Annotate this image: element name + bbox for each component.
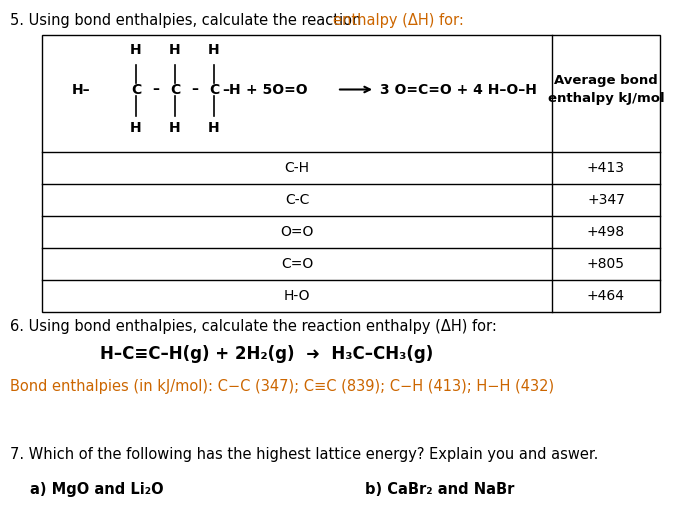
Text: 7. Which of the following has the highest lattice energy? Explain you and aswer.: 7. Which of the following has the highes… [10, 447, 598, 462]
Text: H: H [208, 44, 220, 57]
Text: H: H [130, 122, 142, 135]
Text: a) MgO and Li₂O: a) MgO and Li₂O [30, 482, 164, 497]
Text: –: – [152, 83, 159, 96]
Text: enthalpy (ΔH) for:: enthalpy (ΔH) for: [333, 13, 464, 28]
Text: –: – [191, 83, 198, 96]
Text: 6. Using bond enthalpies, calculate the reaction enthalpy (ΔH) for:: 6. Using bond enthalpies, calculate the … [10, 319, 497, 334]
Text: Bond enthalpies (in kJ/mol): C−C (347); C≡C (839); C−H (413); H−H (432): Bond enthalpies (in kJ/mol): C−C (347); … [10, 379, 554, 394]
Text: Average bond
enthalpy kJ/mol: Average bond enthalpy kJ/mol [548, 74, 664, 105]
Text: +347: +347 [587, 193, 625, 207]
Text: –H: –H [222, 83, 241, 96]
Bar [42, 35, 660, 312]
Text: H: H [208, 122, 220, 135]
Text: 5. Using bond enthalpies, calculate the reaction: 5. Using bond enthalpies, calculate the … [10, 13, 366, 28]
Text: + 5O=O: + 5O=O [246, 83, 307, 96]
Text: C=O: C=O [281, 257, 313, 271]
Text: C-C: C-C [285, 193, 310, 207]
Text: O=O: O=O [280, 225, 314, 239]
Text: +498: +498 [587, 225, 625, 239]
Text: +413: +413 [587, 161, 625, 175]
Text: b) CaBr₂ and NaBr: b) CaBr₂ and NaBr [365, 482, 514, 497]
Text: H: H [169, 122, 181, 135]
Text: H: H [130, 44, 142, 57]
Text: +464: +464 [587, 289, 625, 303]
Text: +805: +805 [587, 257, 625, 271]
Text: C: C [131, 83, 141, 96]
Text: H: H [169, 44, 181, 57]
Text: C: C [209, 83, 219, 96]
Text: H–: H– [72, 83, 91, 96]
Text: H–C≡C–H(g) + 2H₂(g)  ➜  H₃C–CH₃(g): H–C≡C–H(g) + 2H₂(g) ➜ H₃C–CH₃(g) [100, 345, 433, 363]
Text: H-O: H-O [284, 289, 310, 303]
Text: C-H: C-H [285, 161, 310, 175]
Text: 3 O=C=O + 4 H–O–H: 3 O=C=O + 4 H–O–H [380, 83, 537, 96]
Text: C: C [170, 83, 180, 96]
